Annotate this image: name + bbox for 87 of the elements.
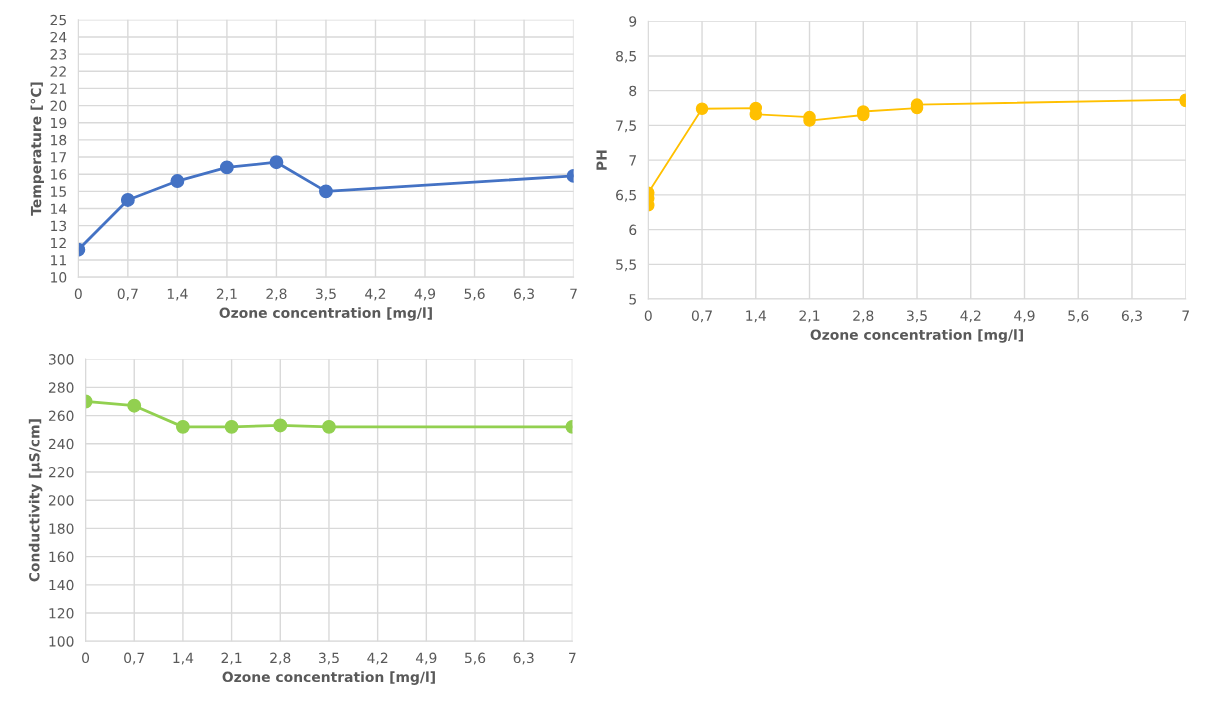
x-tick-label: 5,6: [1068, 310, 1089, 323]
y-tick-label: 17: [51, 152, 67, 163]
point: [319, 184, 333, 199]
x-tick-label: 5,6: [465, 652, 486, 665]
point: [749, 108, 763, 121]
x-tick-label: 0: [644, 310, 652, 321]
y-tick-label: 180: [49, 523, 74, 534]
point: [170, 174, 185, 189]
y-tick-label: 8,5: [616, 50, 636, 63]
y-tick-label: 9: [629, 16, 637, 27]
y-tick-label: 14: [51, 203, 67, 214]
x-tick-label: 2,8: [266, 288, 287, 301]
y-tick-label: 300: [48, 354, 74, 365]
y-axis-title: PH: [596, 150, 607, 170]
y-tick-label: 220: [48, 466, 74, 478]
x-tick-label: 6,3: [513, 652, 534, 665]
x-tick-label: 3,5: [315, 288, 336, 301]
point: [322, 419, 336, 434]
x-tick-label: 0,7: [117, 288, 138, 301]
x-tick-label: 7: [569, 652, 576, 663]
x-axis-title: Ozone concentration [mg/l]: [222, 671, 435, 685]
y-tick-label: 24: [50, 31, 67, 43]
x-tick-label: 2,8: [853, 310, 874, 323]
x-tick-label: 6,3: [1121, 310, 1142, 323]
x-tick-label: 1,4: [173, 652, 194, 665]
y-tick-label: 19: [51, 117, 67, 129]
x-tick-label: 0: [74, 288, 82, 300]
x-axis-title: Ozone concentration [mg/l]: [810, 329, 1023, 343]
y-tick-label: 11: [51, 255, 66, 266]
x-tick-label: 6,3: [513, 288, 534, 301]
x-tick-label: 4,9: [1014, 310, 1035, 323]
x-tick-label: 0: [82, 652, 90, 664]
x-tick-label: 4,9: [415, 652, 437, 665]
x-tick-label: 4,2: [367, 652, 388, 665]
y-tick-label: 22: [50, 66, 66, 77]
y-tick-label: 21: [50, 83, 66, 94]
x-tick-label: 0,7: [691, 310, 712, 323]
x-tick-label: 4,2: [365, 288, 386, 301]
x-tick-label: 1,4: [746, 310, 767, 323]
x-tick-label: 1,4: [167, 288, 188, 301]
y-tick-label: 240: [48, 438, 74, 450]
y-tick-label: 140: [49, 579, 74, 591]
y-tick-label: 5,5: [616, 259, 636, 272]
point: [175, 419, 190, 434]
x-tick-label: 7: [570, 288, 577, 299]
y-tick-label: 260: [48, 410, 74, 422]
y-tick-label: 280: [48, 382, 74, 393]
x-tick-label: 3,5: [907, 310, 927, 323]
x-tick-label: 2,8: [270, 652, 291, 665]
x-tick-label: 5,6: [464, 288, 485, 301]
point: [219, 160, 234, 175]
y-tick-label: 20: [50, 100, 67, 112]
x-tick-label: 2,1: [221, 652, 242, 665]
y-axis-title: Conductivity [µS/cm]: [28, 419, 43, 582]
point: [224, 419, 239, 434]
y-tick-label: 8: [629, 85, 637, 97]
y-tick-label: 200: [48, 495, 74, 506]
y-tick-label: 7: [629, 155, 636, 166]
point: [127, 398, 142, 413]
x-tick-label: 0,7: [124, 652, 145, 665]
y-tick-label: 25: [50, 14, 66, 26]
y-tick-label: 160: [49, 551, 74, 563]
point: [695, 102, 709, 115]
x-tick-label: 4,2: [960, 310, 981, 323]
y-tick-label: 18: [51, 134, 67, 146]
x-axis-title: Ozone concentration [mg/l]: [219, 307, 432, 321]
y-tick-label: 12: [51, 237, 66, 249]
point: [273, 418, 288, 433]
point: [269, 155, 284, 170]
x-tick-label: 2,1: [216, 288, 237, 301]
y-tick-label: 120: [49, 608, 74, 619]
y-tick-label: 15: [51, 186, 66, 197]
x-tick-label: 7: [1182, 310, 1189, 321]
point: [120, 192, 135, 207]
y-tick-label: 23: [50, 49, 67, 60]
y-tick-label: 6,5: [616, 189, 636, 202]
y-tick-label: 5: [629, 294, 636, 305]
y-tick-label: 10: [51, 272, 67, 283]
y-tick-label: 13: [51, 220, 67, 232]
y-tick-label: 100: [49, 636, 74, 647]
x-tick-label: 4,9: [414, 288, 436, 301]
y-tick-label: 6: [629, 224, 637, 236]
x-tick-label: 3,5: [318, 652, 339, 665]
x-tick-label: 2,1: [799, 310, 820, 323]
y-tick-label: 16: [51, 169, 67, 180]
y-tick-label: 7,5: [616, 120, 636, 133]
y-axis-title: Temperature [°C]: [30, 82, 44, 216]
